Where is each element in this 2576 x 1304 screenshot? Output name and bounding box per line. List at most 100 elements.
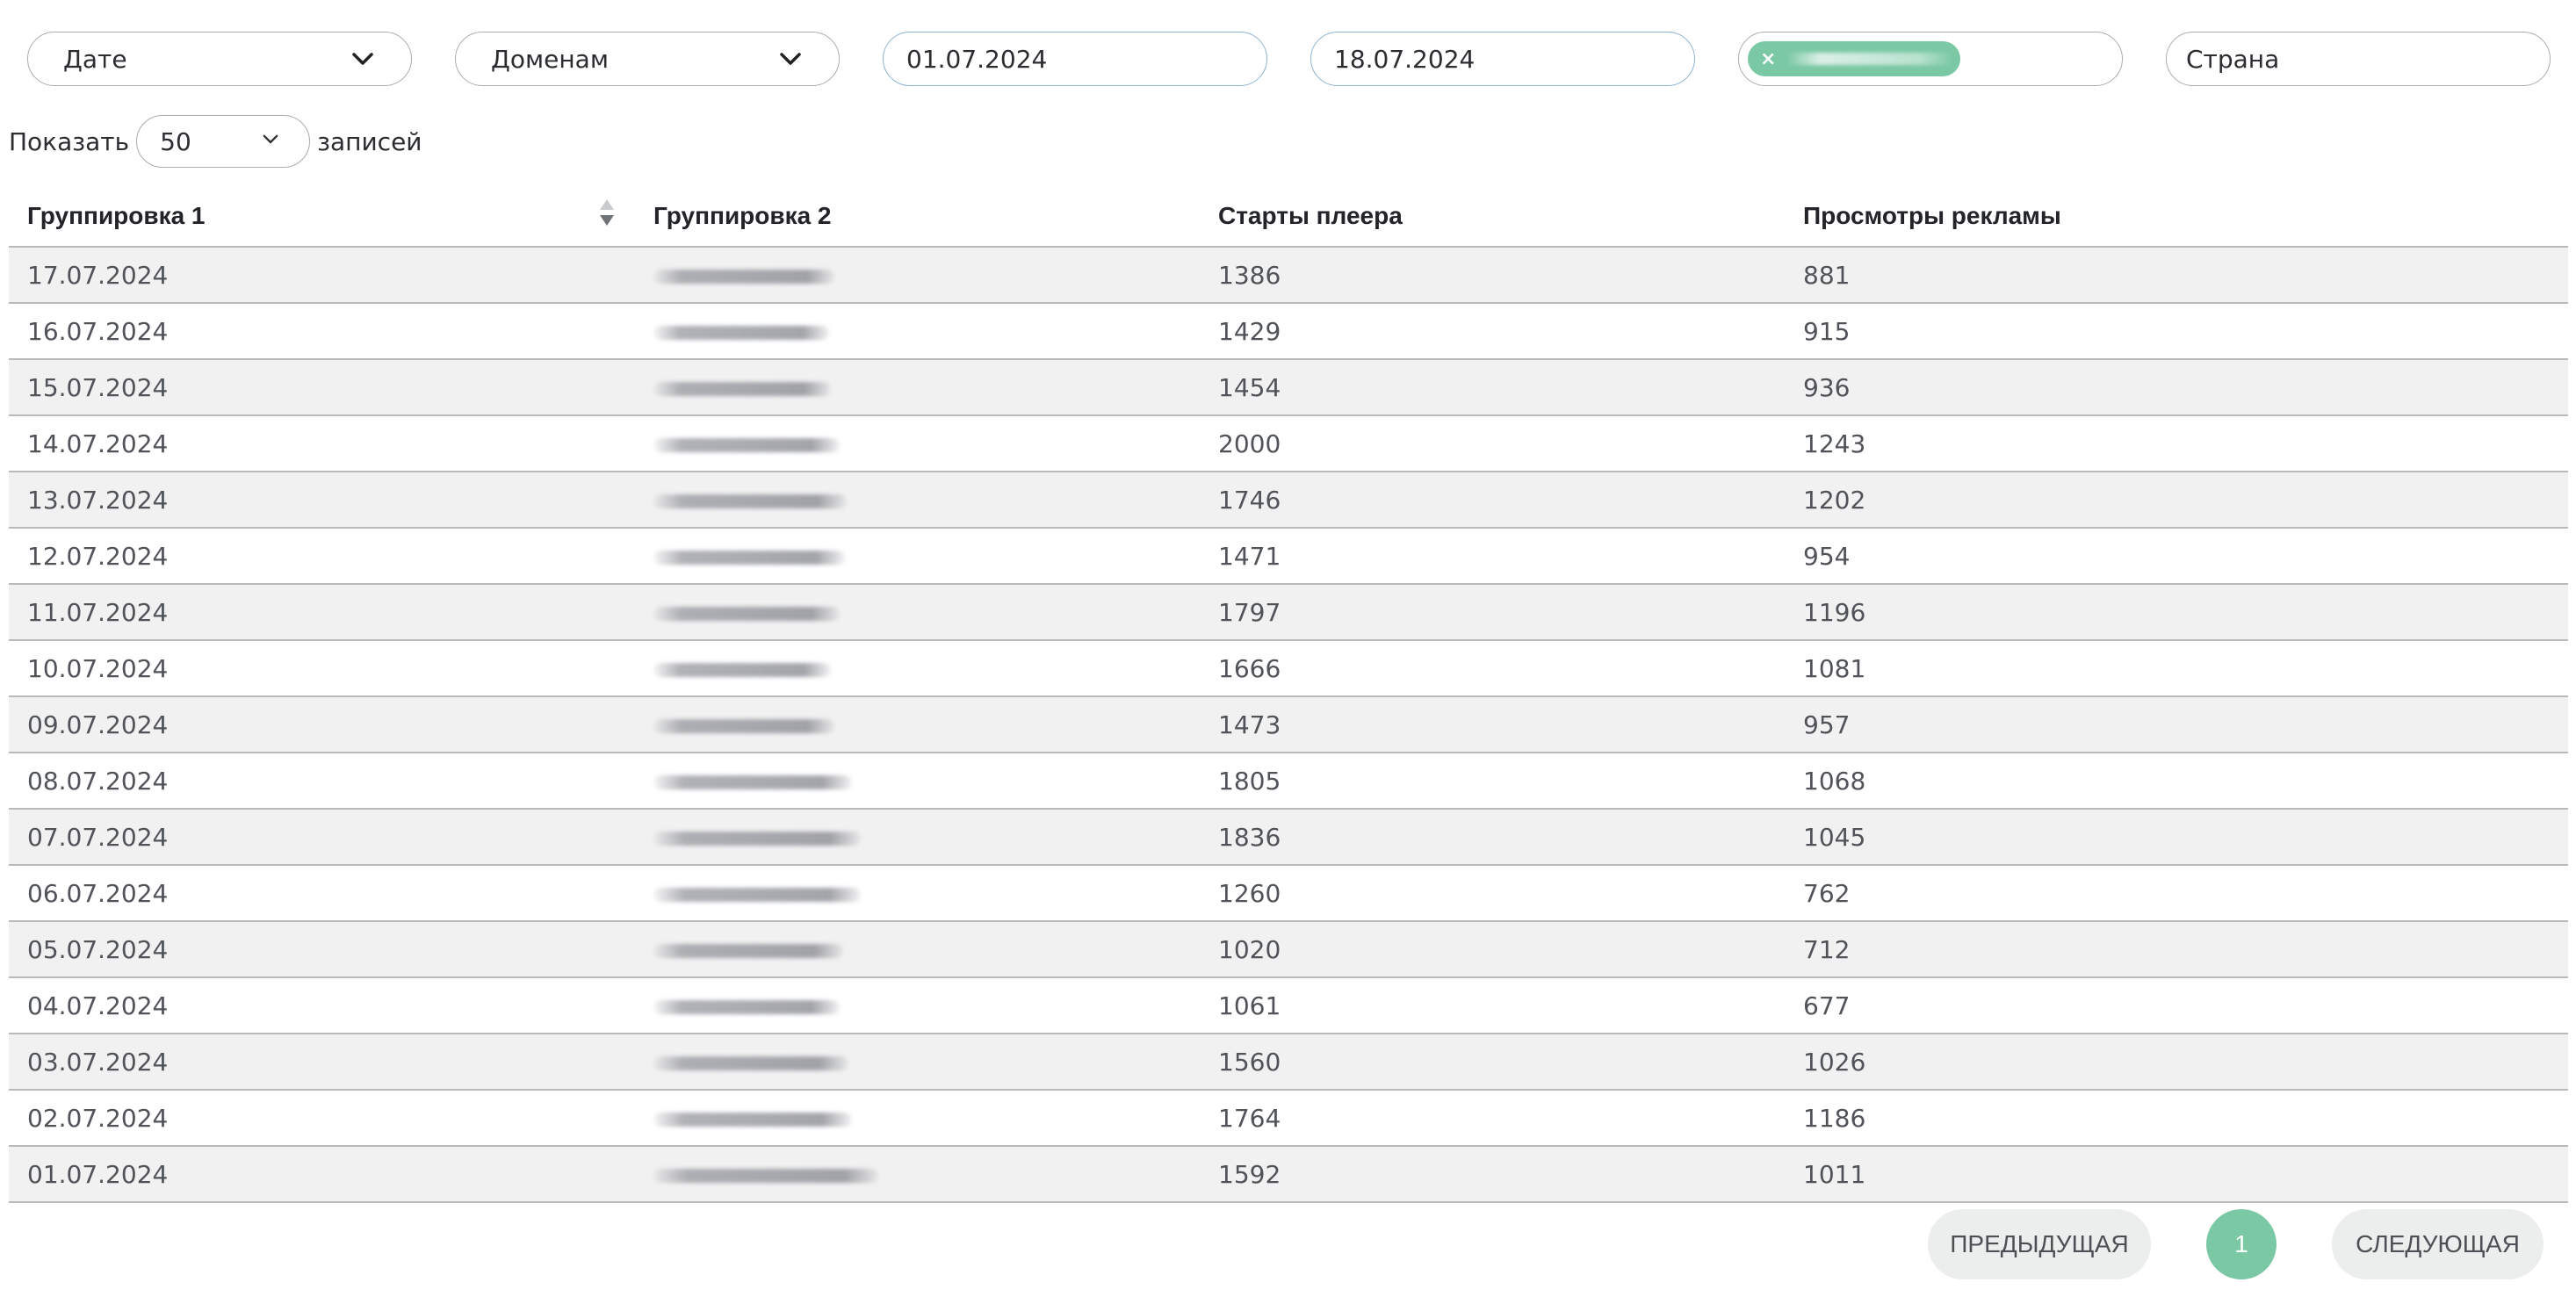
group2-select[interactable]: Доменам bbox=[455, 32, 840, 86]
table-row: 17.07.2024 1386 881 bbox=[9, 248, 2568, 304]
redacted-domain-text bbox=[653, 888, 861, 902]
cell-ad-views: 1196 bbox=[1803, 597, 1866, 627]
date-from-input[interactable]: 01.07.2024 bbox=[883, 32, 1267, 86]
table-row: 07.07.2024 1836 1045 bbox=[9, 810, 2568, 866]
cell-player-starts: 1020 bbox=[1218, 934, 1281, 964]
redacted-domain-text bbox=[653, 551, 845, 565]
table-row: 16.07.2024 1429 915 bbox=[9, 304, 2568, 360]
group1-value: Дате bbox=[63, 44, 127, 74]
page-length-control: Показать 50 записей bbox=[9, 114, 422, 169]
table-row: 15.07.2024 1454 936 bbox=[9, 360, 2568, 416]
chevron-down-icon bbox=[777, 46, 804, 72]
cell-domain-redacted bbox=[653, 922, 843, 976]
cell-player-starts: 1797 bbox=[1218, 597, 1281, 627]
cell-date: 03.07.2024 bbox=[27, 1047, 169, 1077]
sort-icon[interactable] bbox=[597, 195, 617, 230]
current-page-button[interactable]: 1 bbox=[2206, 1209, 2277, 1279]
cell-player-starts: 1471 bbox=[1218, 541, 1281, 571]
cell-domain-redacted bbox=[653, 416, 840, 471]
cell-player-starts: 1560 bbox=[1218, 1047, 1281, 1077]
cell-ad-views: 1202 bbox=[1803, 485, 1866, 515]
cell-domain-redacted bbox=[653, 1034, 848, 1089]
table-row: 05.07.2024 1020 712 bbox=[9, 922, 2568, 978]
cell-ad-views: 1011 bbox=[1803, 1159, 1866, 1189]
country-input[interactable]: Страна bbox=[2166, 32, 2551, 86]
redacted-domain-text bbox=[653, 719, 834, 733]
cell-date: 06.07.2024 bbox=[27, 878, 169, 908]
header-player-starts[interactable]: Старты плеера bbox=[1218, 202, 1403, 229]
redacted-domain-text bbox=[653, 382, 831, 396]
cell-ad-views: 1081 bbox=[1803, 653, 1866, 683]
table-row: 08.07.2024 1805 1068 bbox=[9, 753, 2568, 810]
redacted-domain-text bbox=[653, 663, 831, 677]
cell-ad-views: 1026 bbox=[1803, 1047, 1866, 1077]
date-to-input[interactable]: 18.07.2024 bbox=[1310, 32, 1695, 86]
cell-date: 09.07.2024 bbox=[27, 710, 169, 739]
cell-domain-redacted bbox=[653, 360, 831, 414]
cell-date: 16.07.2024 bbox=[27, 316, 169, 346]
redacted-domain-text bbox=[653, 832, 861, 846]
cell-domain-redacted bbox=[653, 472, 847, 527]
cell-date: 08.07.2024 bbox=[27, 766, 169, 796]
page-length-value: 50 bbox=[160, 126, 191, 156]
cell-player-starts: 1386 bbox=[1218, 260, 1281, 290]
cell-domain-redacted bbox=[653, 248, 834, 302]
cell-ad-views: 915 bbox=[1803, 316, 1851, 346]
header-ad-views[interactable]: Просмотры рекламы bbox=[1803, 202, 2061, 229]
redacted-domain-text bbox=[1786, 53, 1953, 65]
redacted-domain-text bbox=[653, 270, 834, 284]
cell-date: 02.07.2024 bbox=[27, 1103, 169, 1133]
redacted-domain-text bbox=[653, 326, 829, 340]
table-row: 09.07.2024 1473 957 bbox=[9, 697, 2568, 753]
cell-player-starts: 1666 bbox=[1218, 653, 1281, 683]
date-to-value: 18.07.2024 bbox=[1334, 44, 1476, 74]
selected-domain-tag: × bbox=[1748, 41, 1960, 76]
domain-multiselect[interactable]: × bbox=[1738, 32, 2123, 86]
cell-domain-redacted bbox=[653, 978, 840, 1033]
cell-domain-redacted bbox=[653, 585, 840, 639]
cell-ad-views: 1068 bbox=[1803, 766, 1866, 796]
cell-ad-views: 1243 bbox=[1803, 429, 1866, 458]
redacted-domain-text bbox=[653, 1113, 852, 1127]
header-group1[interactable]: Группировка 1 bbox=[27, 202, 206, 229]
redacted-domain-text bbox=[653, 494, 847, 508]
cell-date: 07.07.2024 bbox=[27, 822, 169, 852]
cell-domain-redacted bbox=[653, 1147, 878, 1201]
redacted-domain-text bbox=[653, 1000, 840, 1014]
country-placeholder: Страна bbox=[2186, 44, 2280, 74]
cell-player-starts: 1764 bbox=[1218, 1103, 1281, 1133]
group1-select[interactable]: Дате bbox=[27, 32, 412, 86]
remove-tag-icon[interactable]: × bbox=[1760, 47, 1777, 70]
cell-ad-views: 1045 bbox=[1803, 822, 1866, 852]
redacted-domain-text bbox=[653, 944, 843, 958]
next-page-button[interactable]: СЛЕДУЮЩАЯ bbox=[2332, 1209, 2544, 1279]
cell-domain-redacted bbox=[653, 697, 834, 752]
table-row: 10.07.2024 1666 1081 bbox=[9, 641, 2568, 697]
cell-domain-redacted bbox=[653, 810, 861, 864]
previous-page-button[interactable]: ПРЕДЫДУЩАЯ bbox=[1928, 1209, 2151, 1279]
table-row: 06.07.2024 1260 762 bbox=[9, 866, 2568, 922]
chevron-down-icon bbox=[260, 128, 286, 155]
length-prefix: Показать bbox=[9, 126, 130, 156]
redacted-domain-text bbox=[653, 1169, 878, 1183]
cell-player-starts: 1746 bbox=[1218, 485, 1281, 515]
cell-domain-redacted bbox=[653, 866, 861, 920]
cell-domain-redacted bbox=[653, 1091, 852, 1145]
chevron-down-icon bbox=[350, 46, 376, 72]
cell-date: 05.07.2024 bbox=[27, 934, 169, 964]
cell-domain-redacted bbox=[653, 529, 845, 583]
page-length-select[interactable]: 50 bbox=[136, 115, 311, 168]
header-group2[interactable]: Группировка 2 bbox=[653, 202, 832, 229]
table-row: 11.07.2024 1797 1196 bbox=[9, 585, 2568, 641]
cell-ad-views: 762 bbox=[1803, 878, 1851, 908]
redacted-domain-text bbox=[653, 607, 840, 621]
table-header: Группировка 1 Группировка 2 Старты плеер… bbox=[9, 186, 2568, 248]
cell-player-starts: 1454 bbox=[1218, 372, 1281, 402]
cell-player-starts: 1061 bbox=[1218, 991, 1281, 1020]
stats-table: Группировка 1 Группировка 2 Старты плеер… bbox=[9, 186, 2568, 1203]
table-row: 14.07.2024 2000 1243 bbox=[9, 416, 2568, 472]
cell-ad-views: 677 bbox=[1803, 991, 1851, 1020]
redacted-domain-text bbox=[653, 775, 852, 789]
group2-value: Доменам bbox=[491, 44, 609, 74]
cell-date: 04.07.2024 bbox=[27, 991, 169, 1020]
